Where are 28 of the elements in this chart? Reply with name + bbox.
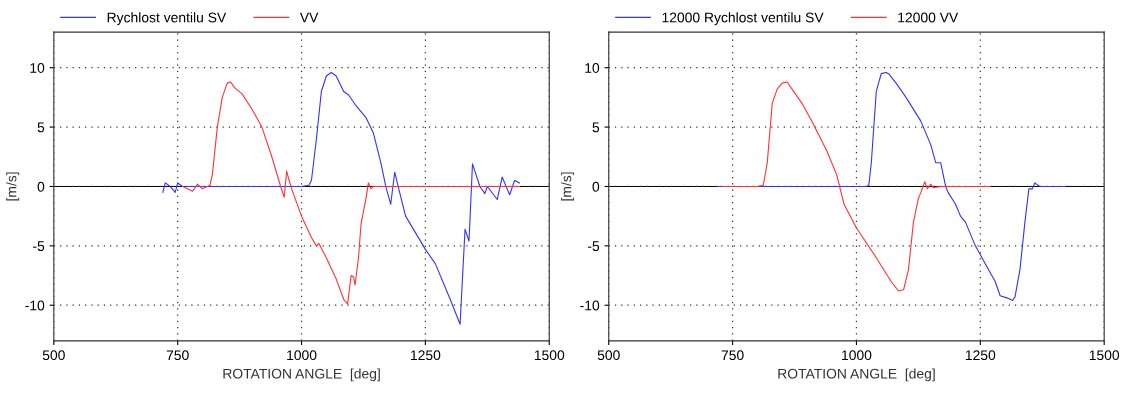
y-tick-label: 0 bbox=[37, 181, 45, 192]
legend-label: 12000 VV bbox=[898, 12, 959, 23]
y-axis-title: [m/s] bbox=[561, 172, 575, 201]
x-tick-label: 750 bbox=[721, 350, 744, 361]
x-tick-label: 1000 bbox=[842, 350, 872, 361]
x-tick-label: 1500 bbox=[1089, 350, 1120, 361]
y-tick-label: 5 bbox=[592, 122, 600, 133]
y-tick-label: -10 bbox=[580, 300, 600, 311]
x-axis-title: ROTATION ANGLE [deg] bbox=[223, 368, 380, 382]
x-tick-label: 1500 bbox=[534, 350, 565, 361]
legend-label: VV bbox=[299, 12, 319, 23]
x-tick-label: 1250 bbox=[965, 350, 996, 361]
y-tick-label: -5 bbox=[33, 241, 45, 252]
y-tick-label: 10 bbox=[30, 63, 45, 73]
x-axis-title: ROTATION ANGLE [deg] bbox=[778, 368, 935, 382]
x-tick-label: 1000 bbox=[287, 350, 317, 361]
x-tick-label: 500 bbox=[597, 350, 620, 361]
y-tick-label: 5 bbox=[37, 122, 45, 133]
legend-label: 12000 Rychlost ventilu SV bbox=[662, 12, 824, 26]
x-tick-label: 750 bbox=[166, 350, 189, 361]
legend-label: Rychlost ventilu SV bbox=[107, 12, 227, 26]
y-tick-label: 10 bbox=[585, 63, 600, 73]
x-tick-label: 1250 bbox=[411, 350, 441, 361]
y-tick-label: -10 bbox=[25, 300, 45, 311]
y-tick-label: -5 bbox=[587, 241, 600, 252]
x-tick-label: 500 bbox=[42, 350, 65, 361]
y-axis-title: [m/s] bbox=[6, 172, 20, 201]
y-tick-label: 0 bbox=[592, 181, 600, 192]
